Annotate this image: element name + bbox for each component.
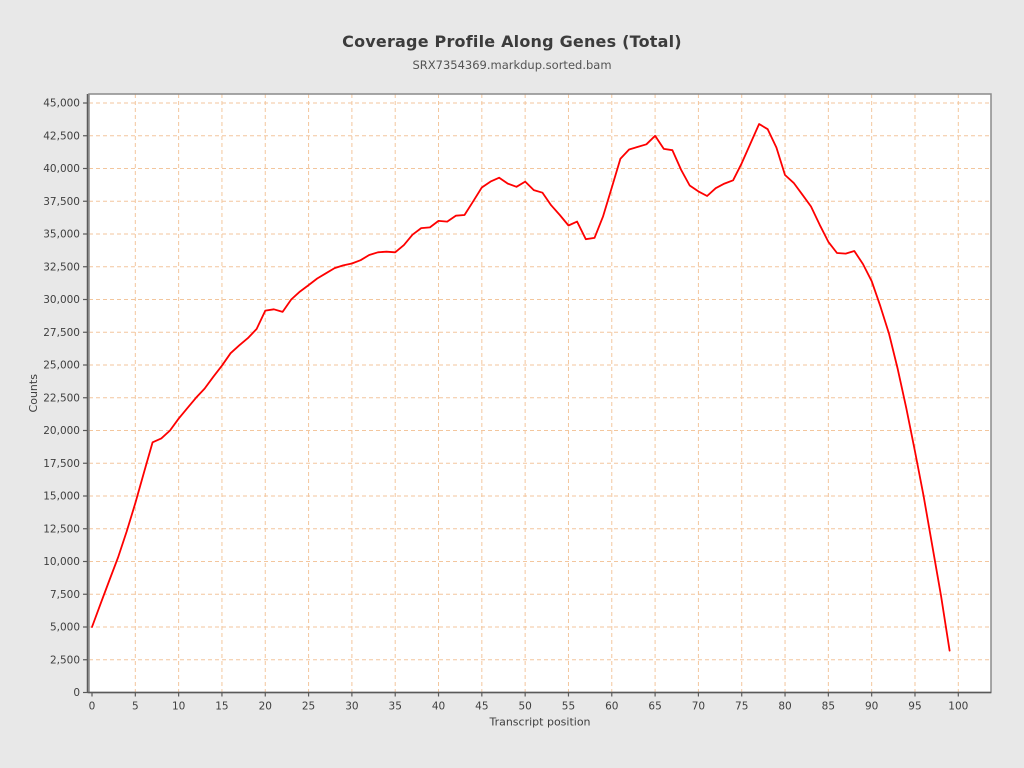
- svg-text:80: 80: [778, 701, 791, 713]
- svg-text:45,000: 45,000: [43, 98, 80, 110]
- svg-text:40,000: 40,000: [43, 163, 80, 175]
- svg-text:40: 40: [432, 701, 445, 713]
- svg-text:25: 25: [302, 701, 315, 713]
- svg-text:35: 35: [389, 701, 402, 713]
- svg-text:2,500: 2,500: [50, 654, 80, 666]
- svg-text:10: 10: [172, 701, 185, 713]
- svg-text:55: 55: [562, 701, 575, 713]
- svg-text:7,500: 7,500: [50, 589, 80, 601]
- svg-text:0: 0: [73, 687, 80, 699]
- svg-text:50: 50: [518, 701, 531, 713]
- svg-text:15: 15: [215, 701, 228, 713]
- svg-text:15,000: 15,000: [43, 491, 80, 503]
- svg-text:5: 5: [132, 701, 139, 713]
- svg-text:37,500: 37,500: [43, 196, 80, 208]
- svg-text:45: 45: [475, 701, 488, 713]
- svg-text:60: 60: [605, 701, 618, 713]
- svg-text:20: 20: [259, 701, 272, 713]
- x-axis-label: Transcript position: [488, 716, 590, 729]
- svg-text:42,500: 42,500: [43, 130, 80, 142]
- svg-text:22,500: 22,500: [43, 392, 80, 404]
- svg-text:32,500: 32,500: [43, 261, 80, 273]
- svg-text:30,000: 30,000: [43, 294, 80, 306]
- y-axis-label: Counts: [27, 374, 40, 413]
- svg-text:85: 85: [822, 701, 835, 713]
- chart-subtitle: SRX7354369.markdup.sorted.bam: [412, 58, 612, 72]
- svg-text:17,500: 17,500: [43, 458, 80, 470]
- svg-text:90: 90: [865, 701, 878, 713]
- svg-text:5,000: 5,000: [50, 622, 80, 634]
- svg-text:12,500: 12,500: [43, 523, 80, 535]
- svg-text:20,000: 20,000: [43, 425, 80, 437]
- svg-text:30: 30: [345, 701, 358, 713]
- chart-title: Coverage Profile Along Genes (Total): [342, 32, 682, 51]
- svg-text:25,000: 25,000: [43, 360, 80, 372]
- svg-text:35,000: 35,000: [43, 229, 80, 241]
- coverage-line: [91, 123, 951, 652]
- svg-text:65: 65: [648, 701, 661, 713]
- svg-text:10,000: 10,000: [43, 556, 80, 568]
- svg-text:0: 0: [89, 701, 96, 713]
- svg-text:27,500: 27,500: [43, 327, 80, 339]
- svg-text:100: 100: [948, 701, 968, 713]
- svg-text:70: 70: [692, 701, 705, 713]
- svg-text:95: 95: [908, 701, 921, 713]
- svg-text:75: 75: [735, 701, 748, 713]
